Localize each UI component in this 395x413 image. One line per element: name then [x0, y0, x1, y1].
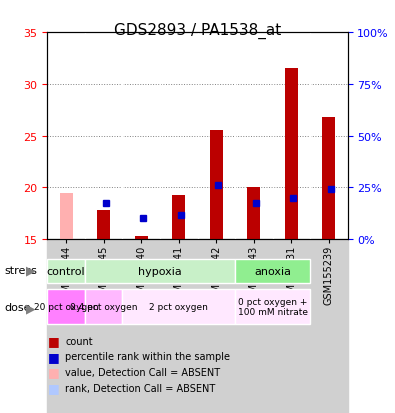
- Text: rank, Detection Call = ABSENT: rank, Detection Call = ABSENT: [65, 383, 215, 393]
- Bar: [160, 240, 198, 413]
- Text: value, Detection Call = ABSENT: value, Detection Call = ABSENT: [65, 367, 220, 377]
- Text: ▶: ▶: [26, 301, 35, 314]
- Bar: [172, 195, 185, 240]
- Bar: [247, 188, 260, 240]
- Text: 20 pct oxygen: 20 pct oxygen: [34, 302, 98, 311]
- Bar: [210, 131, 223, 240]
- Bar: [97, 211, 110, 240]
- Text: count: count: [65, 336, 93, 346]
- FancyBboxPatch shape: [85, 259, 235, 284]
- Text: ■: ■: [47, 381, 59, 394]
- Text: anoxia: anoxia: [254, 266, 291, 277]
- Bar: [285, 69, 298, 240]
- Text: GDS2893 / PA1538_at: GDS2893 / PA1538_at: [114, 23, 281, 39]
- Text: 2 pct oxygen: 2 pct oxygen: [149, 302, 208, 311]
- Text: ■: ■: [47, 334, 59, 347]
- Text: dose: dose: [4, 303, 30, 313]
- FancyBboxPatch shape: [85, 289, 122, 324]
- Bar: [310, 240, 348, 413]
- FancyBboxPatch shape: [47, 289, 85, 324]
- Bar: [235, 240, 273, 413]
- Text: 0 pct oxygen +
100 mM nitrate: 0 pct oxygen + 100 mM nitrate: [237, 297, 308, 316]
- Bar: [47, 240, 85, 413]
- FancyBboxPatch shape: [47, 259, 85, 284]
- Text: ▶: ▶: [26, 264, 35, 277]
- FancyBboxPatch shape: [235, 289, 310, 324]
- Bar: [273, 240, 310, 413]
- Bar: [85, 240, 122, 413]
- FancyBboxPatch shape: [235, 259, 310, 284]
- Text: ■: ■: [47, 366, 59, 379]
- Text: hypoxia: hypoxia: [138, 266, 182, 277]
- Text: 0.4 pct oxygen: 0.4 pct oxygen: [70, 302, 137, 311]
- Text: percentile rank within the sample: percentile rank within the sample: [65, 351, 230, 361]
- Text: ■: ■: [47, 350, 59, 363]
- Bar: [60, 193, 73, 240]
- Text: control: control: [47, 266, 85, 277]
- FancyBboxPatch shape: [122, 289, 235, 324]
- Bar: [198, 240, 235, 413]
- Bar: [122, 240, 160, 413]
- Text: stress: stress: [4, 266, 37, 275]
- Bar: [322, 118, 335, 240]
- Bar: [135, 236, 148, 240]
